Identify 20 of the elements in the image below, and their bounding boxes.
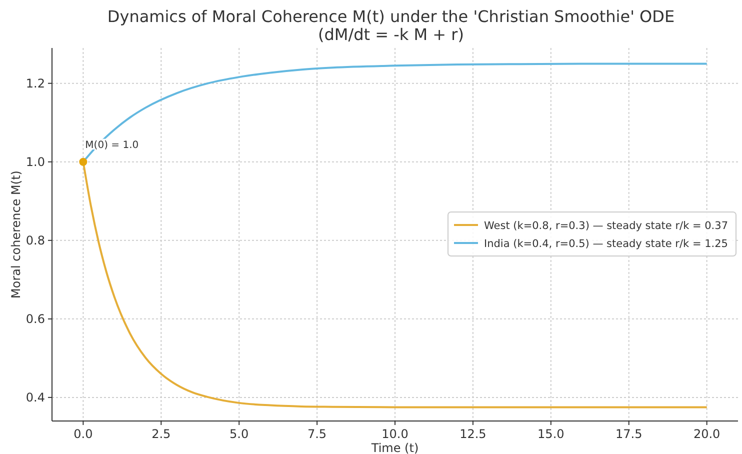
x-tick-label: 10.0: [382, 427, 408, 441]
x-tick-label: 17.5: [616, 427, 642, 441]
chart-title: Dynamics of Moral Coherence M(t) under the 'Christian Smoothie' ODE: [107, 7, 675, 26]
x-tick-label: 12.5: [460, 427, 486, 441]
y-tick-label: 0.6: [26, 312, 45, 326]
x-tick-label: 15.0: [538, 427, 564, 441]
x-tick-label: 2.5: [152, 427, 171, 441]
y-axis-title: Moral coherence M(t): [9, 170, 23, 298]
x-tick-label: 20.0: [693, 427, 720, 441]
y-tick-label: 0.4: [26, 390, 45, 404]
legend-label: India (k=0.4, r=0.5) — steady state r/k = 1.25: [484, 238, 728, 250]
chart-subtitle: (dM/dt = -k M + r): [318, 25, 464, 44]
legend-label: West (k=0.8, r=0.3) — steady state r/k = 0.37: [484, 220, 728, 232]
y-tick-label: 1.0: [26, 154, 45, 169]
x-tick-label: 5.0: [230, 427, 249, 441]
x-axis-title: Time (t): [370, 441, 419, 454]
x-tick-label: 0.0: [74, 427, 93, 441]
x-tick-label: 7.5: [308, 427, 327, 441]
y-tick-label: 0.8: [26, 233, 45, 248]
y-tick-label: 1.2: [26, 76, 45, 90]
